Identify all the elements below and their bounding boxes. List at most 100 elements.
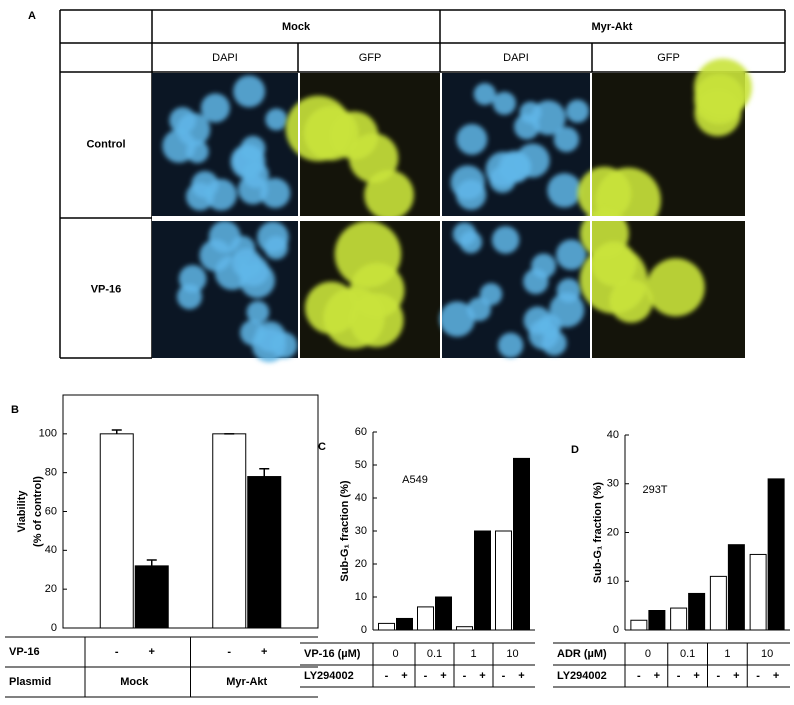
y-axis-label: Viability xyxy=(16,490,28,533)
y-tick-label: 30 xyxy=(355,525,367,537)
x-tick-label: 10 xyxy=(761,648,773,660)
x-tick-label: 0 xyxy=(392,648,398,660)
cells xyxy=(176,220,298,363)
cell xyxy=(523,306,552,335)
sign-label: - xyxy=(756,670,760,682)
sign-label: - xyxy=(717,670,721,682)
cell xyxy=(452,222,477,246)
x-tick-label: 0.1 xyxy=(427,648,442,660)
sign-label: - xyxy=(424,670,428,682)
y-tick-label: 50 xyxy=(355,459,367,471)
cell xyxy=(178,264,207,293)
panel-a: A Mock Myr-Akt DAPI GFP DAPI GFP Control VP-16 xyxy=(28,9,786,363)
row-label: LY294002 xyxy=(557,670,607,682)
subcolumn-header: DAPI xyxy=(503,52,529,64)
annotation: A549 xyxy=(402,474,428,486)
y-tick-label: 10 xyxy=(355,591,367,603)
cell xyxy=(565,99,590,123)
y-tick-label: 0 xyxy=(361,624,367,636)
annotation: 293T xyxy=(642,484,667,496)
y-axis-sublabel: (% of control) xyxy=(32,476,44,547)
cell xyxy=(580,209,629,259)
sign-label: + xyxy=(518,670,524,682)
x-tick-label: 0.1 xyxy=(680,648,695,660)
y-axis-label: Sub-G₁ fraction (%) xyxy=(339,480,351,581)
bar xyxy=(99,433,134,629)
panel-label: A xyxy=(28,10,36,22)
cell xyxy=(491,226,520,254)
cell xyxy=(556,278,581,303)
cell xyxy=(497,332,524,359)
y-axis-label: Sub-G₁ fraction (%) xyxy=(592,482,604,583)
sign-label: - xyxy=(115,646,119,658)
cell xyxy=(364,170,414,220)
y-tick-label: 80 xyxy=(45,467,57,479)
y-tick-label: 20 xyxy=(607,526,619,538)
bar xyxy=(630,619,648,631)
panel-label: D xyxy=(571,444,579,456)
bar xyxy=(709,575,727,631)
cells xyxy=(162,75,291,211)
bar xyxy=(456,626,473,631)
cell xyxy=(230,144,266,180)
y-tick-label: 40 xyxy=(607,429,619,441)
sign-label: + xyxy=(479,670,485,682)
sign-label: + xyxy=(693,670,699,682)
row-label: ADR (µM) xyxy=(557,648,607,660)
subcolumn-header: GFP xyxy=(359,52,382,64)
sign-label: - xyxy=(463,670,467,682)
cell xyxy=(694,58,752,117)
sign-label: + xyxy=(401,670,407,682)
sign-label: + xyxy=(149,646,155,658)
bar xyxy=(727,544,745,631)
y-tick-label: 20 xyxy=(355,558,367,570)
y-tick-label: 0 xyxy=(613,624,619,636)
cell xyxy=(541,330,567,356)
cell xyxy=(519,101,542,124)
cell xyxy=(547,173,582,208)
sign-label: - xyxy=(637,670,641,682)
cell xyxy=(492,91,516,115)
y-tick-label: 60 xyxy=(355,426,367,438)
row-header: Control xyxy=(86,138,125,150)
separator xyxy=(590,73,592,358)
bar xyxy=(495,530,512,631)
cells xyxy=(439,222,587,359)
row-header: VP-16 xyxy=(91,283,122,295)
bar xyxy=(134,565,169,629)
error-bar xyxy=(146,559,157,566)
y-tick-label: 0 xyxy=(51,622,57,634)
x-tick-label: 0 xyxy=(645,648,651,660)
bar xyxy=(417,606,434,631)
bar xyxy=(749,553,767,631)
separator xyxy=(152,216,745,221)
sign-label: + xyxy=(261,646,267,658)
error-bar xyxy=(111,429,122,434)
cell xyxy=(200,93,230,123)
cell xyxy=(456,123,488,155)
cell xyxy=(549,292,585,328)
sign-label: + xyxy=(654,670,660,682)
bar xyxy=(435,596,452,631)
x-tick-label: 1 xyxy=(724,648,730,660)
bar xyxy=(670,607,688,631)
cell xyxy=(169,107,196,134)
cell xyxy=(230,235,256,261)
cell xyxy=(238,255,270,287)
separator xyxy=(298,73,300,358)
sign-label: + xyxy=(773,670,779,682)
bar xyxy=(396,617,413,631)
cell xyxy=(556,239,587,270)
bar xyxy=(767,478,785,631)
cell xyxy=(646,258,705,317)
sign-label: - xyxy=(502,670,506,682)
cells xyxy=(305,220,405,349)
cell xyxy=(254,321,286,353)
error-bar xyxy=(259,468,270,477)
sign-label: + xyxy=(440,670,446,682)
cells xyxy=(450,82,590,210)
y-tick-label: 30 xyxy=(607,478,619,490)
y-tick-label: 60 xyxy=(45,505,57,517)
